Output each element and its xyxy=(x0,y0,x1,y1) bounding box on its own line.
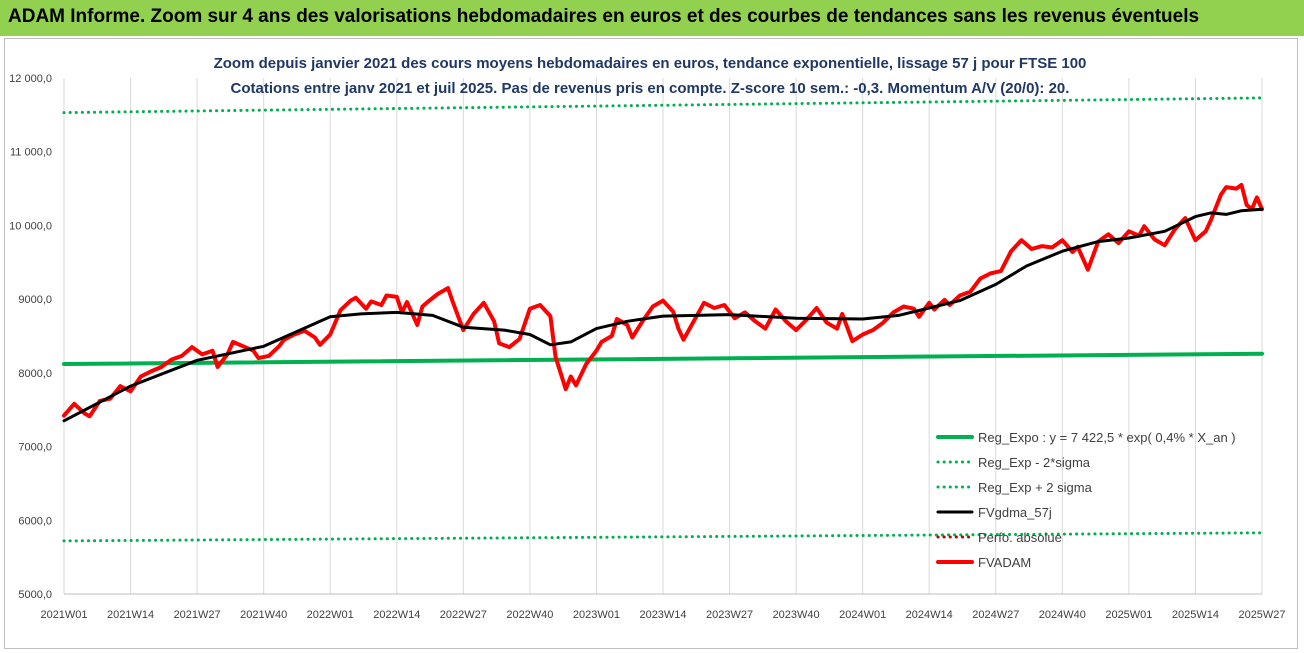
x-tick-label: 2022W27 xyxy=(440,609,487,621)
chart-area-border xyxy=(4,38,1298,649)
series-line-3 xyxy=(62,207,1264,423)
legend-label: Perfo. absolue xyxy=(978,530,1062,545)
x-tick-label: 2025W27 xyxy=(1238,609,1285,621)
chart-title-line-1: Zoom depuis janvier 2021 des cours moyen… xyxy=(214,55,1087,72)
vertical-grid xyxy=(63,78,1263,594)
x-tick-label: 2023W40 xyxy=(773,609,820,621)
y-tick-label: 11 000,0 xyxy=(10,147,52,159)
legend-label: Reg_Exp + 2 sigma xyxy=(978,480,1093,495)
x-tick-label: 2024W27 xyxy=(972,609,1019,621)
series-line-2 xyxy=(62,96,1264,115)
x-axis-ticks: 2021W01 2021W14 2021W27 2021W40 2022W01 2022W… xyxy=(40,609,1285,621)
series-layer xyxy=(62,96,1264,543)
series-line-0 xyxy=(62,351,1264,366)
x-tick-label: 2024W14 xyxy=(906,609,953,621)
x-tick-label: 2021W14 xyxy=(107,609,154,621)
series-line-5 xyxy=(62,182,1264,419)
y-tick-label: 8000,0 xyxy=(18,368,52,380)
series-line-1 xyxy=(62,531,1264,543)
x-tick-label: 2021W01 xyxy=(40,609,87,621)
x-tick-label: 2024W40 xyxy=(1039,609,1086,621)
x-tick-label: 2021W40 xyxy=(240,609,287,621)
x-tick-label: 2025W14 xyxy=(1172,609,1219,621)
legend-label: FVgdma_57j xyxy=(978,505,1052,520)
y-tick-label: 5000,0 xyxy=(18,589,52,601)
x-tick-label: 2021W27 xyxy=(174,609,221,621)
legend-label: Reg_Expo : y = 7 422,5 * exp( 0,4% * X_a… xyxy=(978,430,1236,445)
x-tick-label: 2025W01 xyxy=(1105,609,1152,621)
legend: Reg_Expo : y = 7 422,5 * exp( 0,4% * X_a… xyxy=(936,430,1236,570)
header-banner: ADAM Informe. Zoom sur 4 ans des valoris… xyxy=(0,0,1304,36)
y-tick-label: 7000,0 xyxy=(18,442,52,454)
x-tick-label: 2023W27 xyxy=(706,609,753,621)
y-axis-ticks: 5000,0 6000,0 7000,0 8000,0 9000,0 10 000,0 11… xyxy=(9,73,52,601)
banner-title: ADAM Informe. Zoom sur 4 ans des valoris… xyxy=(8,6,1200,27)
x-tick-label: 2022W14 xyxy=(373,609,420,621)
x-tick-label: 2024W01 xyxy=(839,609,886,621)
y-tick-label: 10 000,0 xyxy=(9,220,52,232)
legend-label: FVADAM xyxy=(978,555,1031,570)
legend-label: Reg_Exp - 2*sigma xyxy=(978,455,1091,470)
y-tick-label: 12 000,0 xyxy=(9,73,52,85)
y-tick-label: 9000,0 xyxy=(18,294,52,306)
x-tick-label: 2023W14 xyxy=(639,609,686,621)
y-tick-label: 6000,0 xyxy=(18,515,52,527)
x-tick-label: 2022W01 xyxy=(307,609,354,621)
chart-title-line-2: Cotations entre janv 2021 et juil 2025. … xyxy=(231,80,1070,97)
x-tick-label: 2023W01 xyxy=(573,609,620,621)
x-tick-label: 2022W40 xyxy=(506,609,553,621)
